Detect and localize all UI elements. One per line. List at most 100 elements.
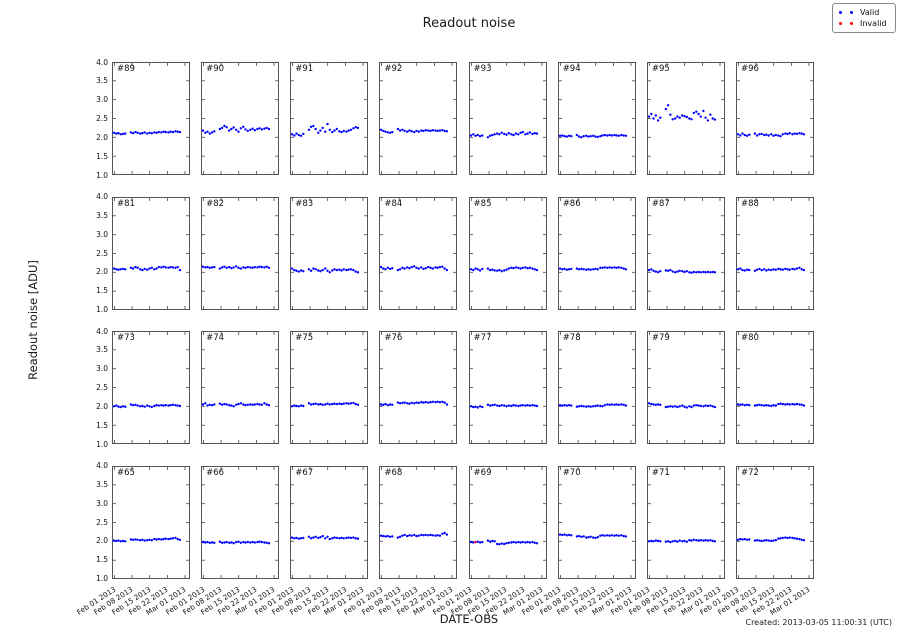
chart-title: Readout noise	[422, 16, 516, 31]
y-tick-label: 2.0	[96, 132, 108, 142]
subplot-canvas	[201, 331, 280, 444]
subplot-68: #68	[379, 465, 458, 579]
y-tick-label: 3.5	[96, 345, 108, 355]
subplot-label: #84	[384, 198, 403, 209]
subplot-canvas	[646, 465, 725, 579]
subplot-label: #66	[206, 467, 225, 478]
subplot-69: #69	[468, 465, 547, 579]
subplot-label: #68	[384, 467, 403, 478]
y-tick-label: 4.0	[96, 461, 108, 470]
subplot-82: #82	[201, 196, 280, 310]
subplot-canvas	[201, 62, 280, 175]
subplot-label: #65	[117, 467, 135, 478]
subplot-74: #74	[201, 331, 280, 444]
y-tick-label: 2.5	[96, 248, 108, 258]
subplot-label: #67	[295, 467, 314, 478]
y-tick-label: 2.5	[96, 383, 108, 392]
valid-marker-icon	[850, 11, 853, 14]
subplot-88: #88	[735, 196, 814, 310]
y-tick-label: 4.0	[96, 326, 108, 336]
subplot-96: #96	[735, 62, 814, 175]
y-tick-label: 1.5	[96, 420, 108, 430]
subplot-canvas	[379, 62, 458, 175]
subplot-label: #80	[740, 333, 759, 343]
subplot-78: #78	[557, 331, 636, 444]
subplot-canvas	[112, 331, 190, 444]
subplot-79: #79	[646, 331, 725, 444]
subplot-label: #81	[117, 198, 135, 209]
invalid-marker-icon	[839, 22, 842, 25]
legend-item-valid: Valid	[839, 7, 891, 18]
legend: Valid Invalid	[832, 3, 896, 33]
subplot-canvas	[646, 62, 725, 175]
subplot-label: #82	[206, 198, 225, 209]
subplot-label: #73	[117, 333, 135, 343]
subplot-canvas	[112, 465, 190, 579]
subplot-label: #83	[295, 198, 314, 209]
subplot-77: #77	[468, 331, 547, 444]
subplot-canvas	[646, 196, 725, 310]
legend-item-invalid: Invalid	[839, 18, 891, 29]
subplot-80: #80	[735, 331, 814, 444]
subplot-94: #94	[557, 62, 636, 175]
subplot-canvas	[379, 196, 458, 310]
y-tick-label: 4.0	[96, 57, 108, 67]
subplot-label: #91	[295, 64, 314, 74]
subplot-86: #86	[557, 196, 636, 310]
subplot-label: #76	[384, 333, 403, 343]
x-axis-label: DATE-OBS	[439, 612, 499, 626]
y-tick-label: 2.5	[96, 114, 108, 123]
subplot-71: #71	[646, 465, 725, 579]
subplot-canvas	[290, 465, 369, 579]
y-tick-label: 3.0	[96, 364, 108, 374]
subplot-65: #65	[112, 465, 190, 579]
subplot-label: #92	[384, 64, 403, 74]
subplot-label: #88	[740, 198, 759, 209]
subplot-85: #85	[468, 196, 547, 310]
y-tick-label: 3.5	[96, 76, 108, 86]
subplot-93: #93	[468, 62, 547, 175]
subplot-label: #72	[740, 467, 759, 478]
subplot-75: #75	[290, 331, 369, 444]
subplot-canvas	[290, 62, 369, 175]
legend-label-valid: Valid	[860, 8, 880, 17]
subplot-72: #72	[735, 465, 814, 579]
subplot-91: #91	[290, 62, 369, 175]
subplot-canvas	[201, 196, 280, 310]
subplot-canvas	[468, 331, 547, 444]
invalid-marker-icon	[850, 22, 853, 25]
subplot-76: #76	[379, 331, 458, 444]
subplot-canvas	[646, 331, 725, 444]
y-tick-label: 2.5	[96, 517, 108, 527]
y-tick-label: 3.0	[96, 95, 108, 105]
subplot-95: #95	[646, 62, 725, 175]
y-tick-label: 3.5	[96, 210, 108, 220]
subplot-87: #87	[646, 196, 725, 310]
y-tick-label: 1.5	[96, 555, 108, 565]
y-tick-label: 1.5	[96, 286, 108, 296]
subplot-grid: #89 1.0 1.5 2.0 2.5 3.0 3.5 4.0 #90 #91 #92 #93 #94 #…	[75, 58, 826, 617]
subplot-73: #73	[112, 331, 190, 444]
y-tick-label: 1.0	[96, 574, 108, 583]
subplot-canvas	[112, 62, 190, 175]
subplot-canvas	[379, 465, 458, 579]
legend-label-invalid: Invalid	[860, 19, 887, 28]
y-tick-label: 3.0	[96, 229, 108, 239]
y-tick-label: 2.0	[96, 401, 108, 411]
subplot-label: #74	[206, 333, 225, 343]
subplot-label: #90	[206, 64, 225, 74]
subplot-83: #83	[290, 196, 369, 310]
y-tick-label: 1.5	[96, 151, 108, 161]
y-tick-label: 3.0	[96, 498, 108, 508]
subplot-canvas	[735, 465, 814, 579]
subplot-label: #94	[562, 64, 581, 74]
subplot-92: #92	[379, 62, 458, 175]
y-tick-label: 3.5	[96, 479, 108, 489]
subplot-canvas	[735, 196, 814, 310]
subplot-canvas	[468, 62, 547, 175]
subplot-canvas	[557, 331, 636, 444]
y-tick-label: 2.0	[96, 267, 108, 277]
subplot-label: #87	[651, 198, 670, 209]
subplot-84: #84	[379, 196, 458, 310]
